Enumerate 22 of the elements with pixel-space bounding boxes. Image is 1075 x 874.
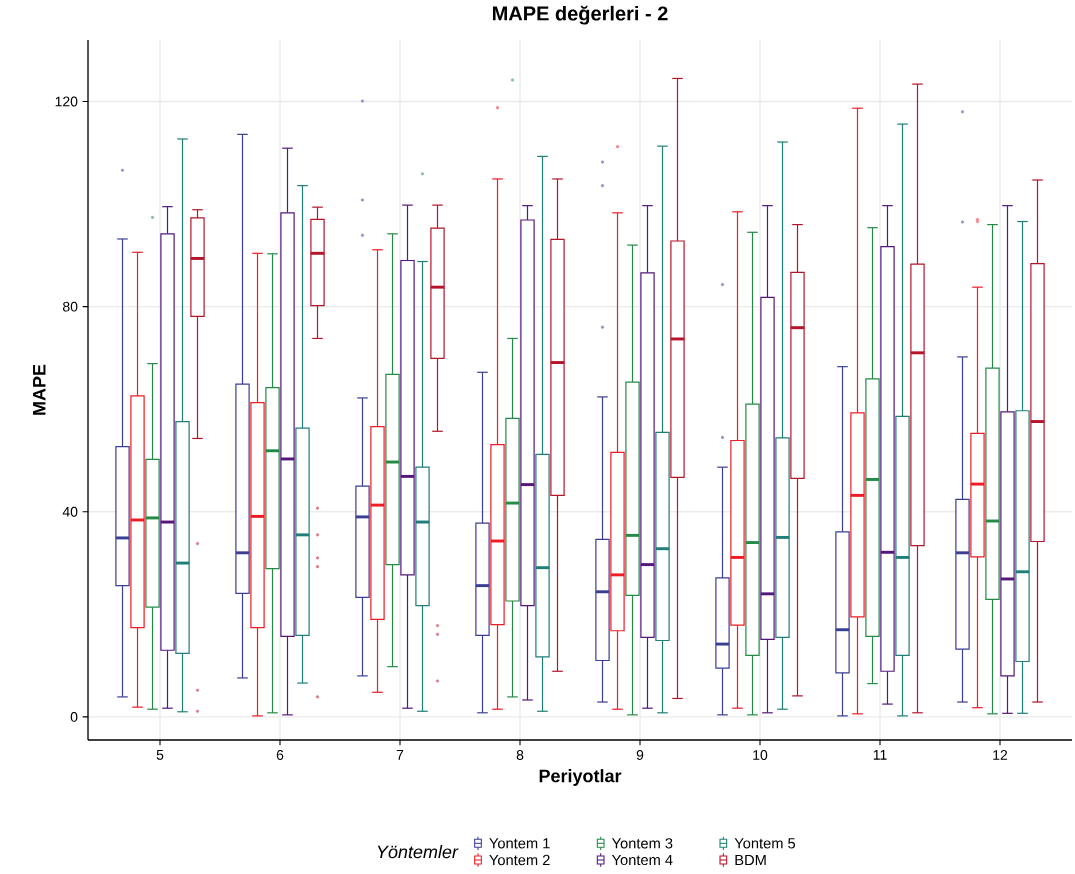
x-tick-label: 10: [753, 750, 768, 760]
legend-label: Yontem 2: [489, 854, 550, 866]
legend-label: Yontem 4: [611, 854, 673, 866]
x-tick-label: 5: [156, 750, 164, 760]
x-tick-label: 9: [636, 750, 644, 760]
y-tick-label: 80: [63, 301, 78, 312]
y-tick-label: 120: [55, 96, 78, 107]
legend-label: Yontem 3: [611, 838, 673, 849]
x-axis-title: Periyotlar: [539, 769, 622, 786]
y-tick-label: 40: [62, 506, 78, 517]
legend-title: Yöntemler: [377, 845, 459, 859]
y-tick-label: 0: [70, 711, 78, 722]
x-tick-label: 7: [396, 750, 404, 760]
legend-label: Yontem 1: [489, 838, 550, 849]
x-tick-label: 11: [873, 750, 887, 760]
x-tick-label: 12: [993, 750, 1008, 760]
y-axis-title: MAPE: [33, 364, 46, 415]
chart-title: MAPE değerleri - 2: [492, 5, 668, 25]
legend-label: BDM: [735, 854, 766, 866]
legend-label: Yontem 5: [734, 838, 796, 849]
x-tick-label: 8: [516, 750, 524, 760]
x-tick-label: 6: [276, 750, 284, 760]
